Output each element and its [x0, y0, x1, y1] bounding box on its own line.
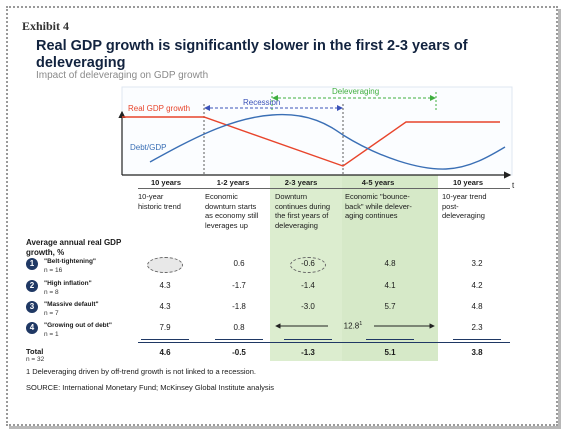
table-cell: 4.8 — [471, 302, 483, 311]
table-cell: -1.3 — [301, 348, 315, 357]
chart-subtitle: Impact of deleveraging on GDP growth — [36, 70, 209, 81]
table-header: Average annual real GDP growth, % — [26, 238, 122, 257]
x-axis-label: t — [512, 181, 515, 190]
table-cell: 4.1 — [384, 281, 396, 290]
phase-header-rule — [138, 188, 510, 189]
recession-label: Recession — [243, 98, 280, 107]
column-rule — [141, 339, 189, 340]
row-number-3: 3 — [26, 301, 38, 313]
phase-desc-5: 10-year trend post-deleveraging — [442, 192, 487, 220]
row-label: "Massive default" — [44, 301, 99, 308]
phase-header-4: 4-5 years — [361, 178, 395, 187]
table-cell: 5.1 — [384, 348, 396, 357]
column-rule — [215, 339, 263, 340]
highlight-circle-belt-delev — [290, 257, 326, 273]
highlight-circle-belt-historic — [147, 257, 183, 273]
table-cell: -3.0 — [301, 302, 315, 311]
phase-desc-3: Downturn continues during the first years … — [275, 192, 331, 230]
row-count: n = 16 — [44, 267, 63, 274]
table-cell: 5.7 — [384, 302, 396, 311]
source: SOURCE: International Monetary Fund; McK… — [26, 383, 275, 392]
table-cell: 3.2 — [471, 259, 483, 268]
span-value: 12.81 — [343, 321, 363, 331]
row-number-2: 2 — [26, 280, 38, 292]
table-cell: 4.8 — [384, 259, 396, 268]
total-rule — [138, 342, 510, 343]
column-rule — [453, 339, 501, 340]
table-cell: 0.8 — [233, 323, 245, 332]
span-arrow — [275, 323, 435, 329]
column-rule — [284, 339, 332, 340]
phase-desc-4: Economic "bounce-back" while delever-agi… — [345, 192, 412, 220]
gdp-growth-line — [122, 116, 500, 167]
chart-area — [121, 86, 513, 176]
table-cell: -1.4 — [301, 281, 315, 290]
debt-gdp-label: Debt/GDP — [130, 143, 166, 152]
phase-header-2: 1-2 years — [216, 178, 250, 187]
row-label: "Belt-tightening" — [44, 258, 97, 265]
row-number-4: 4 — [26, 322, 38, 334]
phase-header-1: 10 years — [150, 178, 182, 187]
table-cell: -1.8 — [232, 302, 246, 311]
table-cell: 7.9 — [159, 323, 171, 332]
exhibit-frame — [6, 6, 558, 426]
table-cell: 0.6 — [233, 259, 245, 268]
table-cell: 2.3 — [471, 323, 483, 332]
row-count: n = 8 — [44, 289, 59, 296]
row-label: "High inflation" — [44, 280, 92, 287]
table-cell: 4.3 — [159, 302, 171, 311]
phase-desc-2: Economic downturn starts as economy still l… — [205, 192, 259, 230]
row-number-1: 1 — [26, 258, 38, 270]
column-rule — [366, 339, 414, 340]
debt-gdp-line — [149, 113, 506, 170]
table-cell: -1.7 — [232, 281, 246, 290]
phase-header-3: 2-3 years — [284, 178, 318, 187]
table-cell: 3.8 — [471, 348, 483, 357]
footnote: 1 Deleveraging driven by off-trend growt… — [26, 367, 256, 376]
row-count: n = 7 — [44, 310, 59, 317]
exhibit-label: Exhibit 4 — [22, 19, 70, 33]
row-count: n = 32 — [26, 356, 45, 363]
phase-header-5: 10 years — [452, 178, 484, 187]
deleveraging-label: Deleveraging — [332, 87, 379, 96]
table-cell: 4.2 — [471, 281, 483, 290]
row-label: "Growing out of debt" — [44, 322, 112, 329]
chart-title: Real GDP growth is significantly slower … — [36, 38, 468, 71]
table-cell: 4.3 — [159, 281, 171, 290]
table-cell: -0.5 — [232, 348, 246, 357]
row-count: n = 1 — [44, 331, 59, 338]
phase-desc-1: 10-year historic trend — [138, 192, 181, 211]
gdp-debt-chart: Deleveraging Recession t Real GDP growth… — [118, 86, 515, 190]
gdp-growth-label: Real GDP growth — [128, 104, 190, 113]
table-cell: 4.6 — [159, 348, 171, 357]
row-label: Total — [26, 347, 44, 356]
